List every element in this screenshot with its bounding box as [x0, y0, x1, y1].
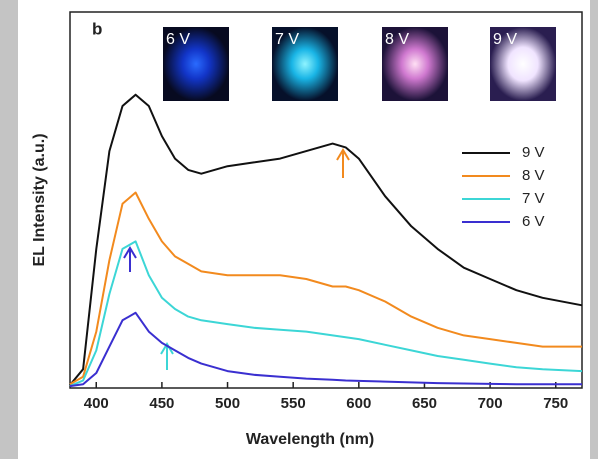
y-axis-label: EL Intensity (a.u.): [31, 133, 48, 266]
inset-label: 8 V: [385, 31, 409, 48]
arrow: [336, 148, 350, 178]
arrow: [123, 246, 137, 272]
inset-photo: [490, 27, 556, 101]
series-line: [69, 191, 582, 386]
series-line: [69, 240, 583, 388]
series-line: [69, 311, 582, 388]
x-tick-label: 400: [84, 395, 109, 412]
x-tick-label: 700: [478, 395, 503, 412]
series-line: [69, 93, 583, 386]
x-tick-label: 750: [543, 395, 568, 412]
legend-label: 9 V: [522, 144, 545, 161]
inset-photo: [382, 27, 448, 101]
x-axis-label: Wavelength (nm): [246, 431, 374, 448]
x-tick-label: 650: [412, 395, 437, 412]
inset-photo: [272, 27, 338, 101]
legend-label: 6 V: [522, 213, 545, 230]
x-tick-label: 500: [215, 395, 240, 412]
inset-label: 6 V: [166, 31, 190, 48]
x-tick-label: 600: [346, 395, 371, 412]
inset-label: 9 V: [493, 31, 517, 48]
inset-photo: [163, 27, 229, 101]
x-tick-label: 450: [149, 395, 174, 412]
arrow: [160, 342, 174, 370]
panel-label: b: [92, 19, 102, 38]
insets: [163, 27, 556, 101]
inset-label: 7 V: [275, 31, 299, 48]
legend-label: 7 V: [522, 190, 545, 207]
x-tick-label: 550: [281, 395, 306, 412]
plot-frame: [69, 11, 583, 389]
legend-label: 8 V: [522, 167, 545, 184]
arrows: [123, 148, 350, 370]
